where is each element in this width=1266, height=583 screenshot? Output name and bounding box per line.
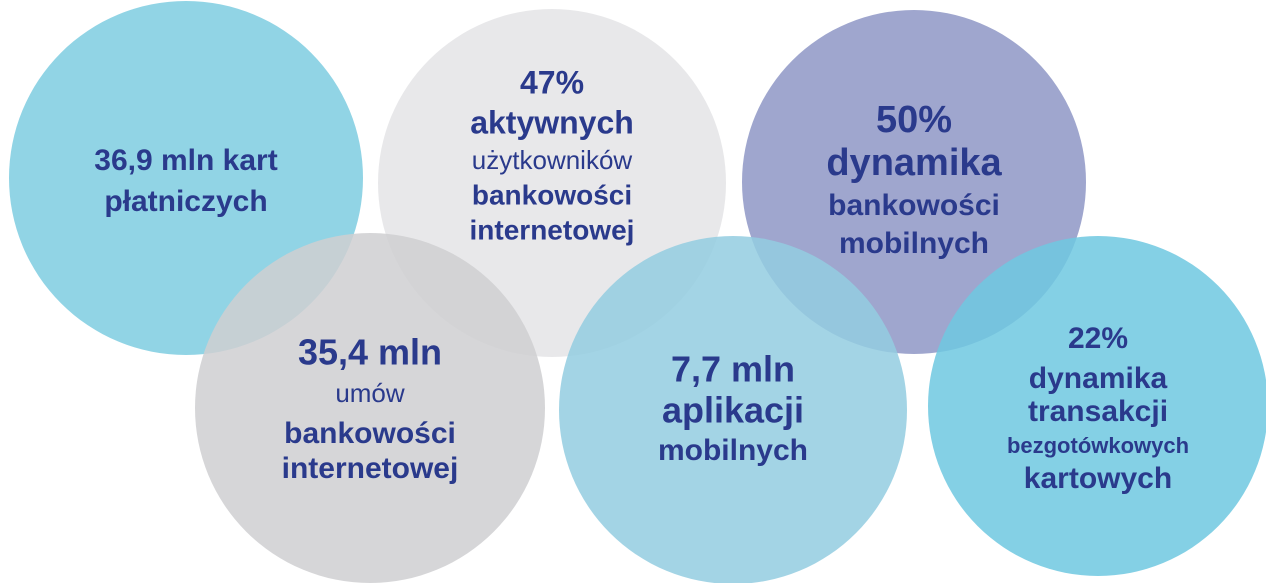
label-line: kartowych [1024, 462, 1172, 495]
label-line: bankowości [828, 189, 1000, 222]
label-line: 36,9 mln kart [94, 144, 277, 177]
bubble-label: 47% aktywnych użytkowników bankowości intern… [470, 64, 635, 245]
label-line: mobilnych [839, 227, 989, 260]
label-line: transakcji [1028, 395, 1168, 428]
label-line: płatniczych [104, 185, 267, 218]
label-line: 35,4 mln [298, 332, 442, 373]
label-line: internetowej [282, 452, 459, 485]
label-line: bezgotówkowych [1007, 433, 1189, 458]
label-line: aktywnych [470, 104, 634, 140]
label-line: użytkowników [472, 145, 633, 175]
label-line: 47% [520, 64, 584, 100]
label-line: umów [335, 378, 405, 408]
label-line: bankowości [284, 417, 456, 450]
bubble [195, 233, 545, 583]
label-line: dynamika [826, 142, 1002, 184]
label-line: 22% [1068, 322, 1128, 355]
label-line: internetowej [470, 214, 635, 245]
label-line: dynamika [1029, 362, 1168, 395]
bubble-label: 50%dynamika bankowości mobilnych [826, 99, 1002, 260]
label-line: bankowości [472, 179, 632, 210]
label-line: 7,7 mln [671, 349, 795, 390]
label-line: mobilnych [658, 434, 808, 467]
label-line: aplikacji [662, 390, 804, 431]
bubble [559, 236, 907, 583]
bubble [928, 236, 1266, 576]
label-line: 50% [876, 99, 952, 141]
bubble-label: 36,9 mln kart płatniczych [94, 144, 277, 218]
